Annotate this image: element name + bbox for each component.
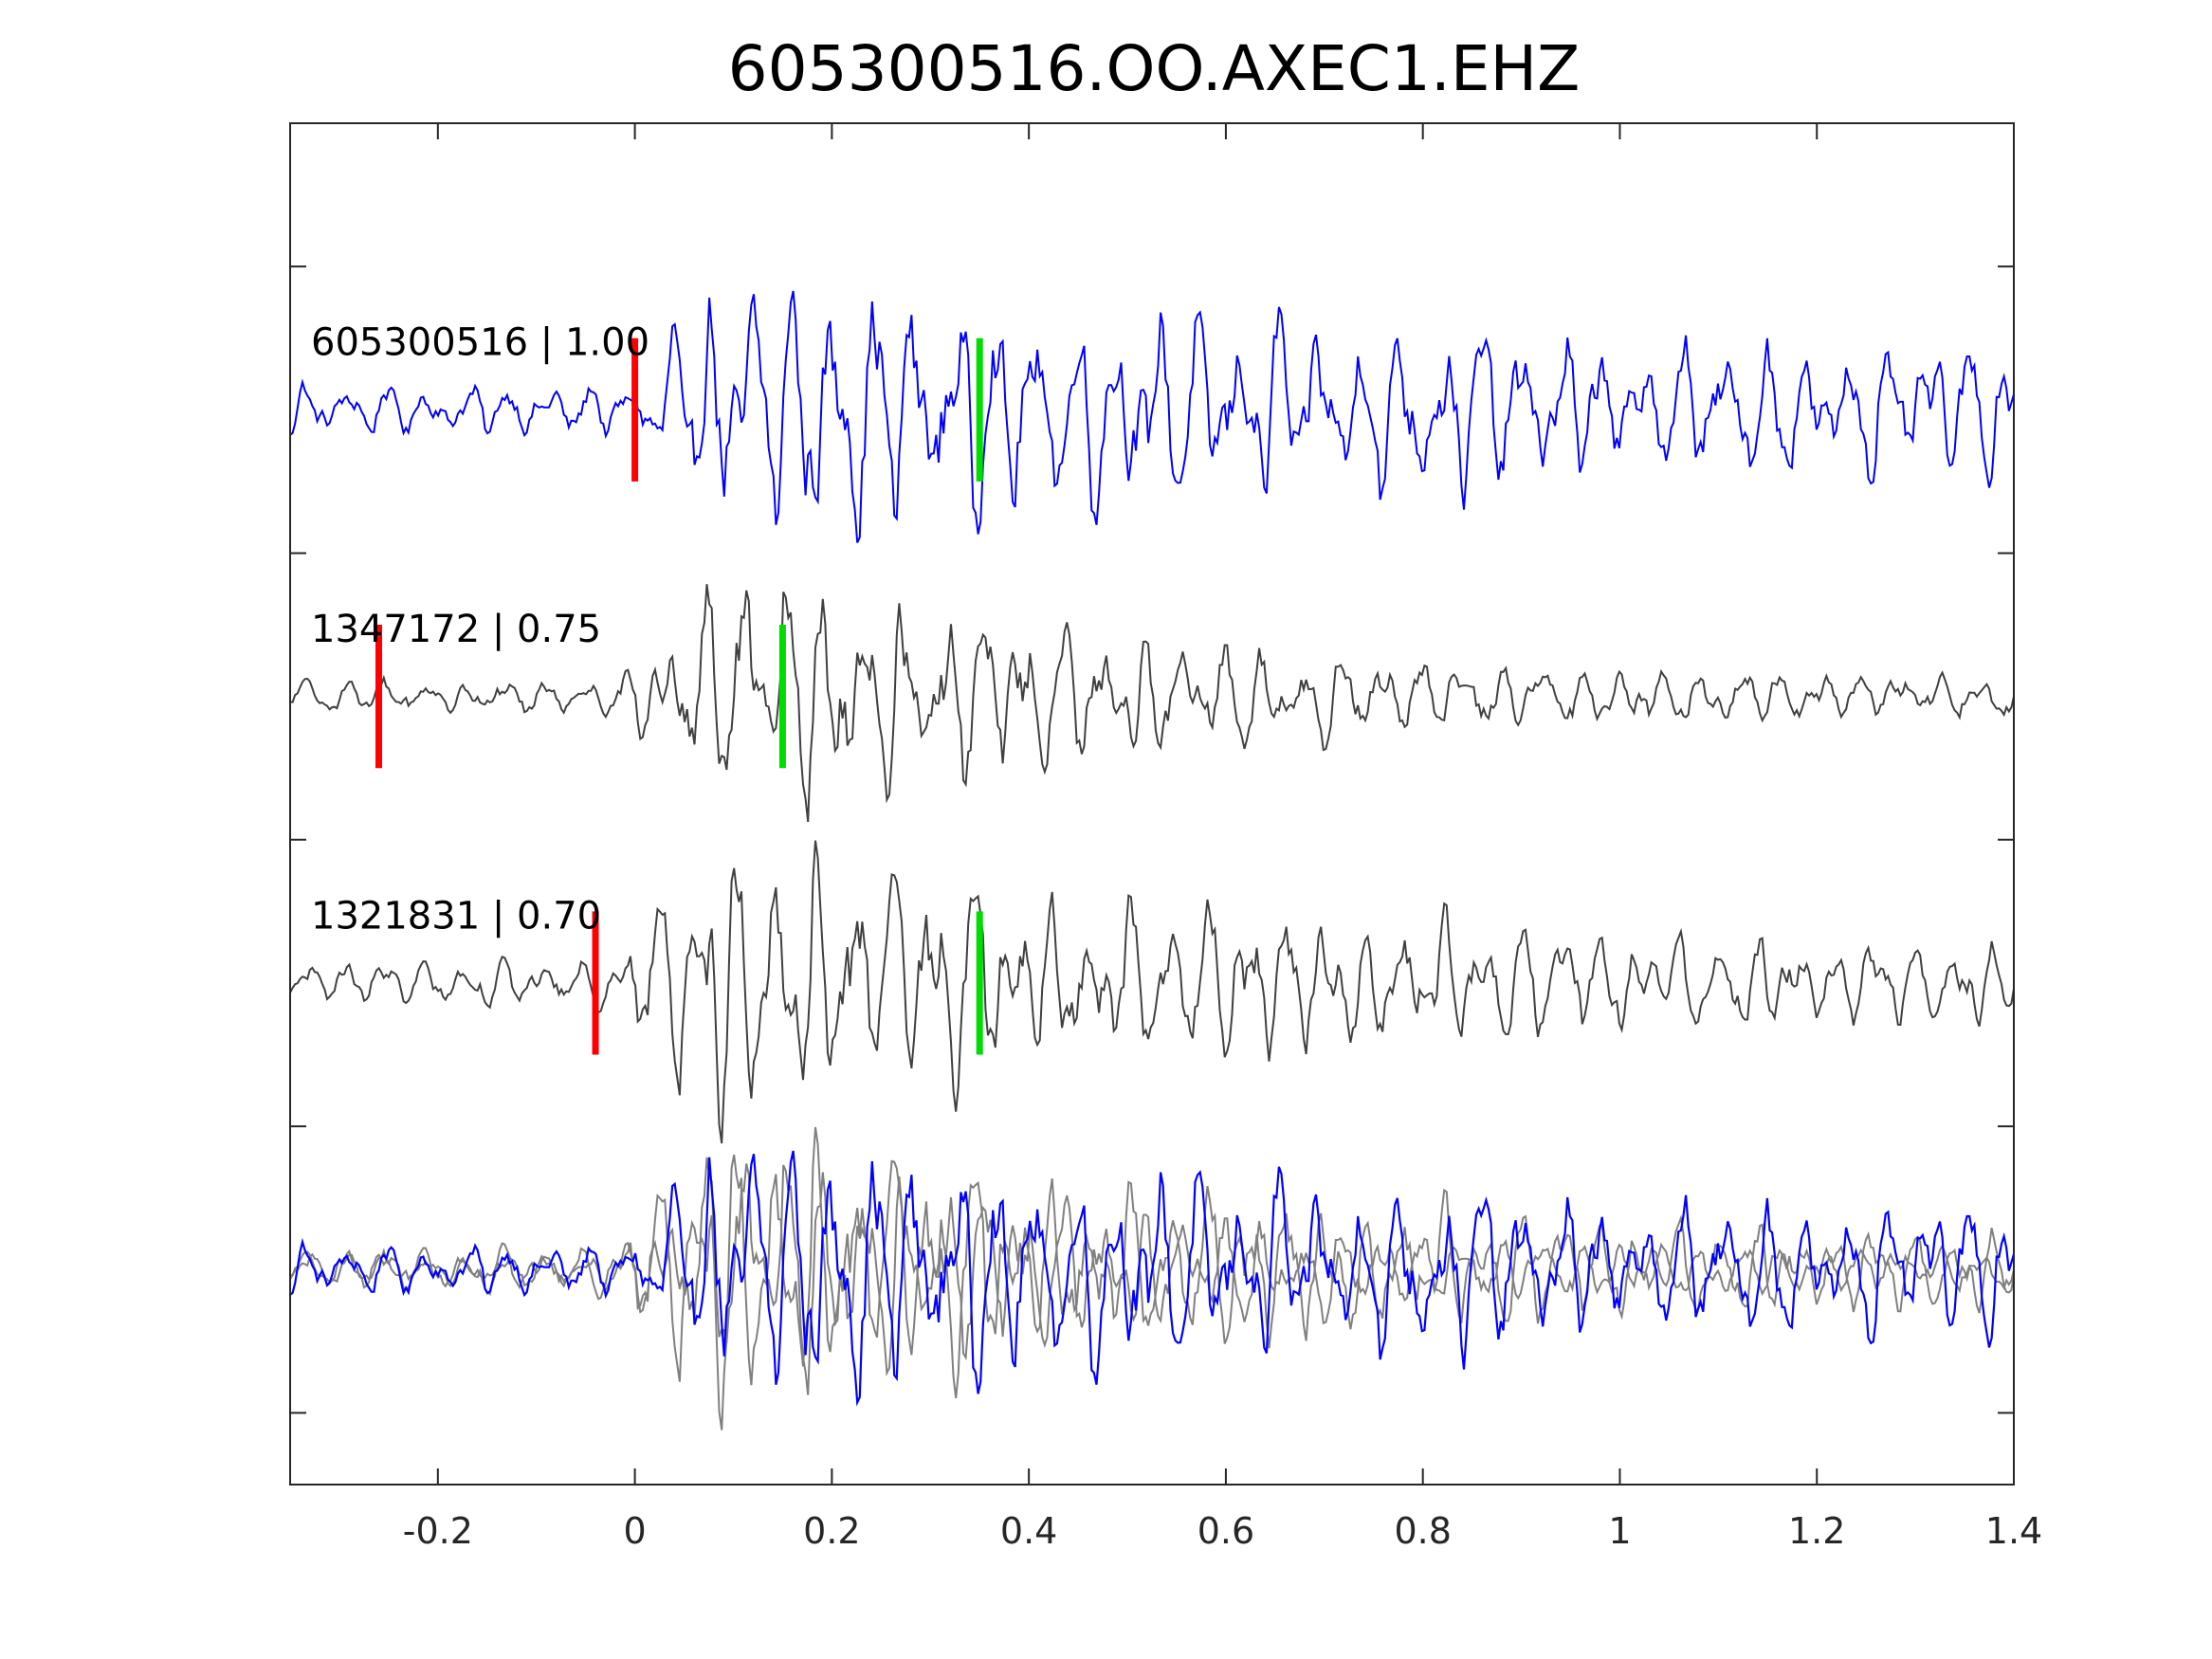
x-tick-label: 0 [624, 1510, 647, 1552]
waveform-trace-1 [289, 290, 2015, 543]
traces-layer [289, 290, 2016, 1431]
x-tick-label: 0.2 [803, 1510, 860, 1552]
waveform-trace-2 [289, 584, 2015, 823]
axis-ticks-layer: -0.2 0 0.2 0.4 0.6 0.8 1 1.2 1.4 [290, 123, 2042, 1552]
overlay-neighbor-trace-1 [289, 1157, 2015, 1395]
x-tick-label: 0.6 [1197, 1510, 1254, 1552]
trace-labels-layer: 605300516 | 1.00 1347172 | 0.75 1321831 | … [311, 321, 649, 939]
picks-layer [375, 337, 983, 1055]
x-tick-label: 1.2 [1788, 1510, 1845, 1552]
plot-frame [289, 122, 2015, 1486]
x-tick-label: -0.2 [403, 1510, 473, 1552]
x-tick-label: 0.8 [1394, 1510, 1451, 1552]
trace-label-2: 1347172 | 0.75 [311, 608, 601, 651]
overlay-neighbor-trace-2 [289, 1126, 2015, 1431]
x-tick-label: 0.4 [1000, 1510, 1057, 1552]
x-tick-label: 1.4 [1985, 1510, 2042, 1552]
x-tick-label: 1 [1608, 1510, 1631, 1552]
chart-title: 605300516.OO.AXEC1.EHZ [728, 32, 1581, 105]
trace-label-1: 605300516 | 1.00 [311, 321, 649, 365]
trace-label-3: 1321831 | 0.70 [311, 894, 601, 938]
overlay-reference-trace [289, 1150, 2016, 1407]
waveform-trace-3 [289, 840, 2015, 1144]
